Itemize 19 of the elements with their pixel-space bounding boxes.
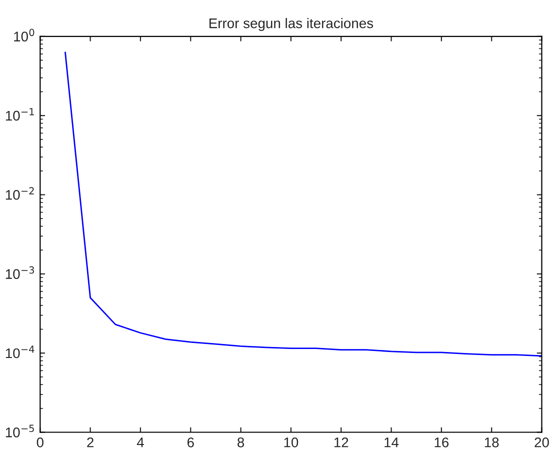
x-tick-label: 14 [384, 438, 399, 448]
x-tick-label: 6 [187, 437, 194, 448]
y-tick-label: 10$^{−2}$ [6, 187, 34, 200]
x-tick-label: 10 [284, 437, 298, 448]
y-tick-label: 10$^{−3}$ [6, 266, 34, 279]
chart-title: Error segun las iteraciones [209, 18, 374, 31]
x-tick-label: 20 [534, 437, 549, 448]
x-tick-label: 12 [334, 437, 348, 448]
x-tick-label: 0 [36, 437, 44, 448]
y-tick-label: 10$^{0}$ [14, 28, 34, 42]
x-tick-label: 16 [434, 437, 449, 448]
x-tick-label: 8 [238, 437, 244, 448]
x-tick-label: 18 [484, 437, 499, 448]
y-tick-label: 10$^{−4}$ [6, 346, 34, 358]
y-tick-label: 10$^{−5}$ [6, 424, 34, 438]
line-series [64, 52, 542, 357]
x-tick-label: 2 [87, 437, 94, 448]
y-tick-label: 10$^{−1}$ [6, 108, 34, 121]
x-tick-label: 4 [136, 438, 144, 448]
